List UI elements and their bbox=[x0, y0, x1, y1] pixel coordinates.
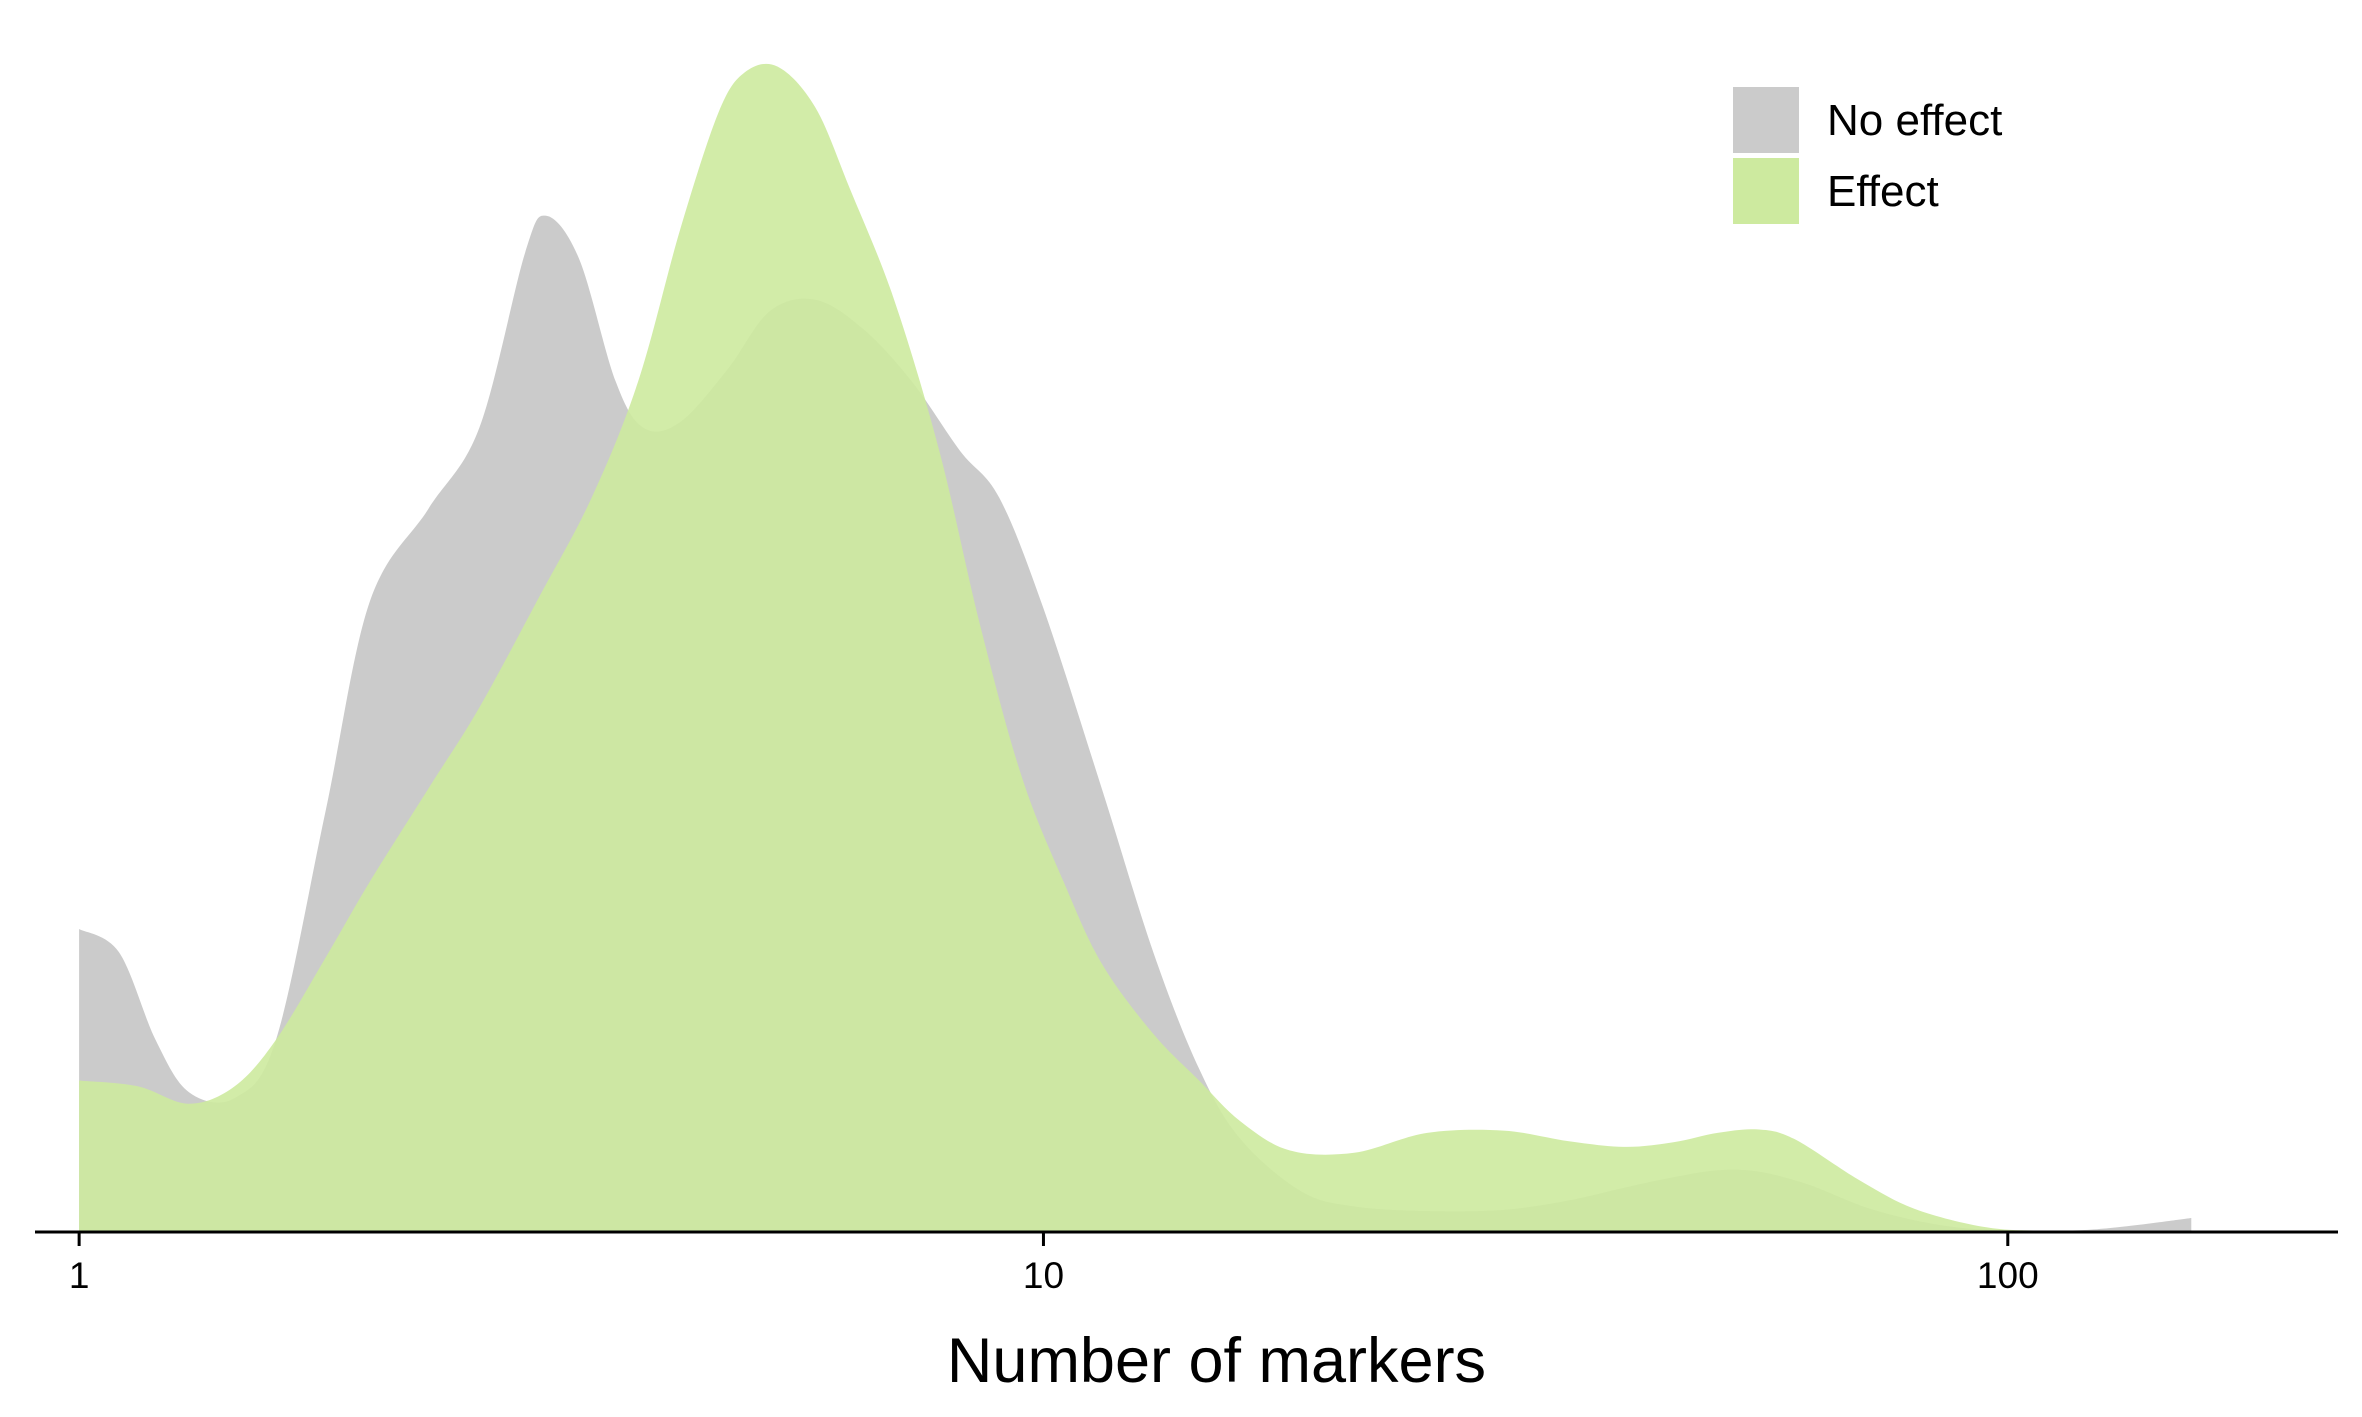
legend-swatch-no-effect bbox=[1733, 87, 1799, 153]
legend-label-effect: Effect bbox=[1827, 167, 1939, 216]
x-axis-ticks: 1 10 100 bbox=[69, 1232, 2039, 1296]
x-tick-label-1: 1 bbox=[69, 1255, 90, 1296]
x-tick-label-100: 100 bbox=[1977, 1255, 2039, 1296]
legend: No effect Effect bbox=[1733, 87, 2002, 224]
legend-label-no-effect: No effect bbox=[1827, 96, 2002, 145]
density-areas bbox=[79, 63, 2192, 1232]
x-tick-label-10: 10 bbox=[1023, 1255, 1064, 1296]
x-axis-title: Number of markers bbox=[947, 1326, 1486, 1396]
legend-swatch-effect bbox=[1733, 158, 1799, 224]
density-area-effect bbox=[79, 63, 2118, 1232]
